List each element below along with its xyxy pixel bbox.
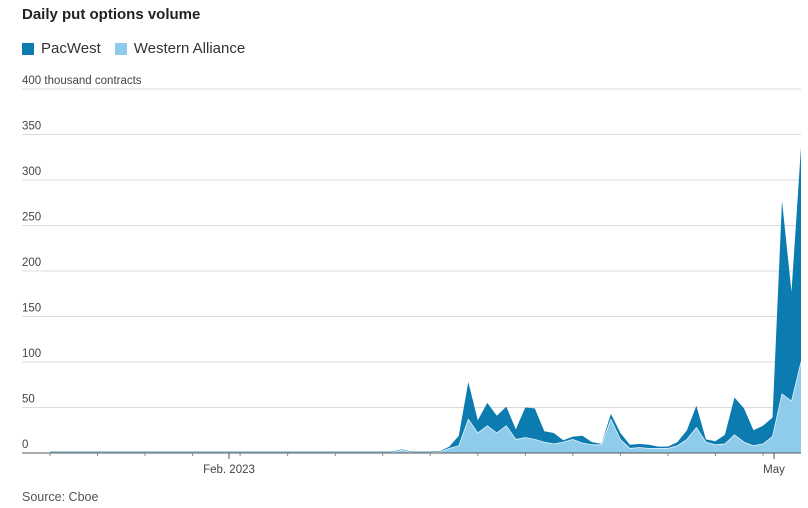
x-tick-label-feb: Feb. 2023: [203, 464, 255, 476]
y-tick-label-0: 0: [22, 439, 28, 451]
area-pacwest: [50, 147, 801, 452]
y-tick-label-100: 100: [22, 348, 41, 360]
source-note: Source: Cboe: [22, 490, 98, 504]
y-tick-label-150: 150: [22, 303, 41, 315]
y-tick-label-300: 300: [22, 166, 41, 178]
y-tick-label-350: 350: [22, 121, 41, 133]
y-tick-label-400: 400 thousand contracts: [22, 75, 142, 87]
y-tick-label-200: 200: [22, 257, 41, 269]
x-tick-label-may: May: [763, 464, 785, 476]
y-tick-label-250: 250: [22, 212, 41, 224]
y-tick-label-50: 50: [22, 394, 35, 406]
